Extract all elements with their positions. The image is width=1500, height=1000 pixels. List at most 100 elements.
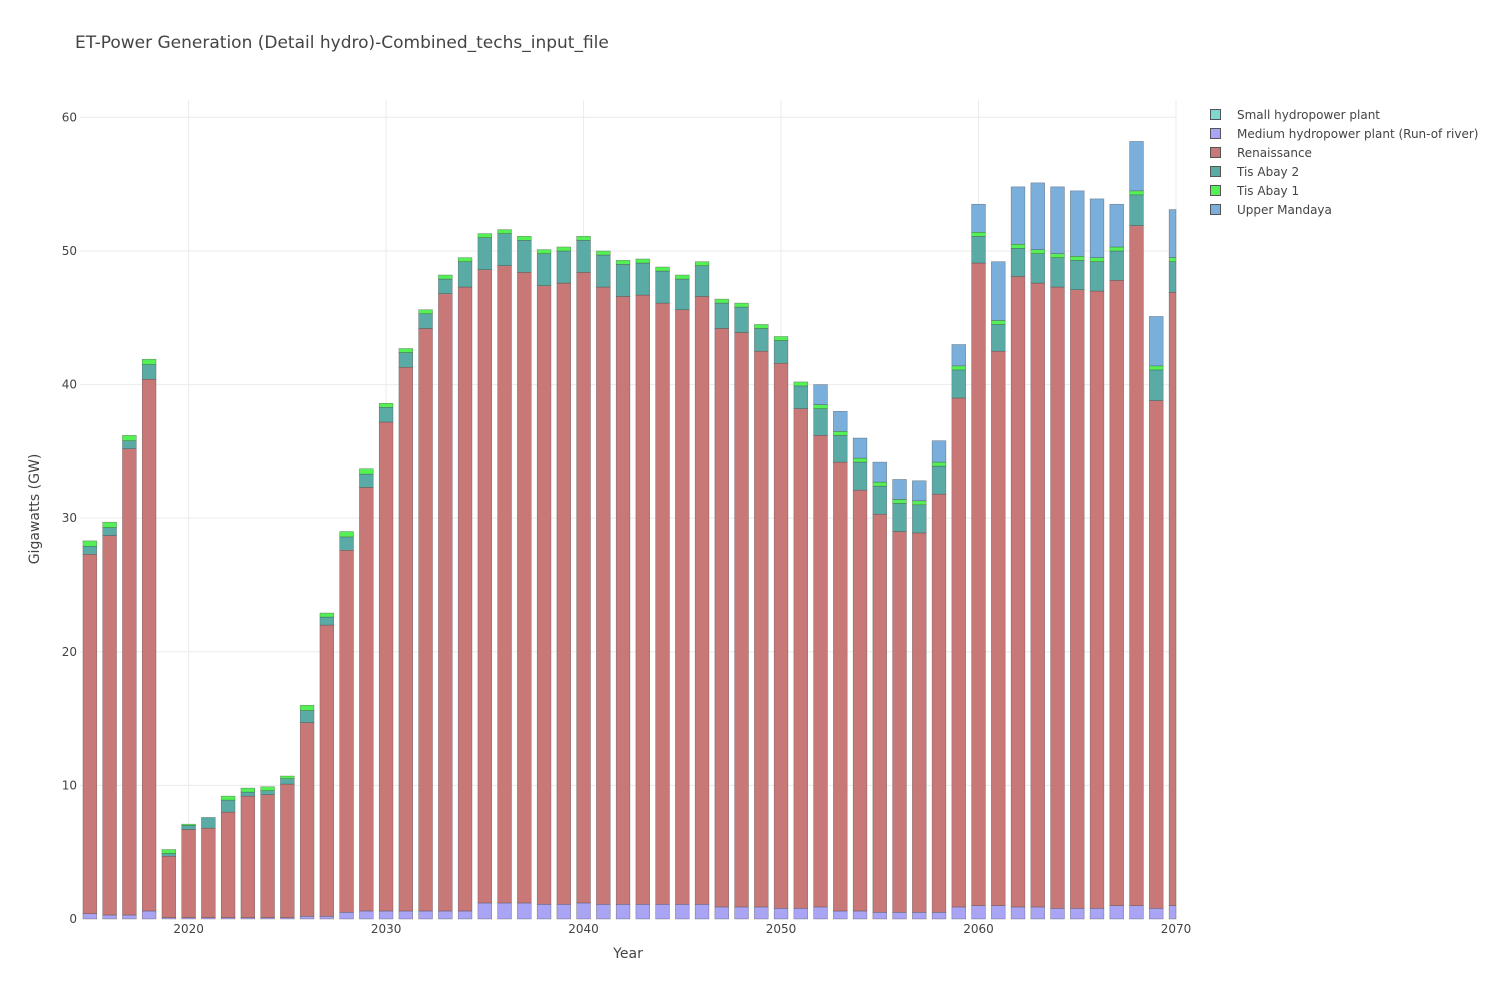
bar-segment (260, 786, 275, 791)
bar-segment (1168, 209, 1177, 258)
legend-item[interactable]: Renaissance (1210, 143, 1478, 162)
bar-segment (675, 278, 690, 311)
bar-segment (517, 272, 532, 904)
bar-segment (1030, 249, 1045, 254)
bar-segment (912, 504, 927, 534)
bar-segment (773, 362, 789, 909)
bar-segment (931, 440, 947, 463)
bar-segment (734, 306, 749, 333)
bar-segment (418, 313, 433, 329)
bar-segment (655, 266, 670, 272)
legend-item[interactable]: Upper Mandaya (1210, 200, 1478, 219)
legend-item[interactable]: Tis Abay 2 (1210, 162, 1478, 181)
legend-item[interactable]: Medium hydropower plant (Run-of river) (1210, 124, 1478, 143)
legend-swatch (1210, 147, 1221, 158)
bar-segment (852, 461, 868, 491)
bar-segment (517, 902, 532, 920)
bar-segment (339, 531, 354, 538)
bar-segment (497, 233, 512, 266)
bar-segment (694, 296, 710, 905)
legend-item[interactable]: Small hydropower plant (1210, 105, 1478, 124)
legend-item[interactable]: Tis Abay 1 (1210, 181, 1478, 200)
bar-segment (122, 435, 137, 441)
bar-segment (991, 350, 1006, 906)
y-tick-label: 0 (69, 912, 77, 926)
bar-segment (912, 500, 927, 506)
bar-segment (260, 790, 275, 795)
bar-segment (102, 521, 117, 528)
bar-segment (359, 468, 374, 475)
bar-segment (1030, 182, 1045, 250)
chart-title: ET-Power Generation (Detail hydro)-Combi… (75, 33, 609, 53)
legend-label: Small hydropower plant (1237, 107, 1380, 122)
bar-segment (833, 461, 848, 912)
bar-segment (635, 904, 650, 920)
bar-segment (457, 261, 473, 288)
bar-segment (655, 904, 670, 920)
bar-segment (339, 912, 354, 920)
bar-segment (457, 286, 473, 912)
bar-segment (714, 302, 729, 329)
bar-segment (1168, 905, 1177, 920)
bar-segment (991, 261, 1006, 321)
bar-segment (615, 264, 631, 297)
bar-segment (971, 203, 986, 233)
bar-segment (280, 783, 295, 918)
bar-segment (576, 272, 591, 904)
bar-segment (477, 237, 492, 270)
bar-segment (576, 236, 591, 241)
bar-segment (477, 233, 492, 238)
bar-segment (220, 811, 236, 918)
bar-segment (319, 624, 335, 917)
bar-segment (1050, 257, 1065, 288)
bar-segment (556, 250, 571, 284)
legend-label: Renaissance (1237, 145, 1312, 160)
bar-segment (872, 485, 887, 515)
bar-segment (971, 905, 986, 920)
legend-label: Upper Mandaya (1237, 202, 1332, 217)
y-tick-label: 60 (62, 110, 77, 124)
bar-segment (892, 531, 907, 913)
legend-swatch (1210, 204, 1221, 215)
bar-segment (1089, 257, 1105, 262)
bar-segment (872, 513, 887, 913)
bar-segment (675, 309, 690, 905)
bar-segment (951, 365, 966, 371)
bar-segment (991, 905, 1006, 920)
bar-segment (1010, 186, 1026, 245)
bar-segment (615, 904, 631, 920)
bar-segment (181, 829, 196, 918)
bar-segment (655, 270, 670, 304)
legend-swatch (1210, 109, 1221, 120)
bar-segment (773, 340, 789, 364)
bar-segment (477, 269, 492, 904)
bar-segment (181, 825, 196, 830)
legend: Small hydropower plant Medium hydropower… (1210, 105, 1478, 219)
bar-segment (438, 910, 453, 920)
bar-segment (536, 285, 552, 905)
bar-segment (220, 799, 236, 813)
bar-segment (773, 336, 789, 341)
y-tick-label: 40 (62, 378, 77, 392)
bar-segment (931, 493, 947, 913)
bar-segment (931, 461, 947, 467)
bar-segment (833, 910, 848, 920)
bar-segment (1129, 190, 1144, 196)
bar-segment (319, 616, 335, 626)
bar-segment (675, 904, 690, 920)
bar-segment (418, 328, 433, 912)
bar-segment (754, 906, 769, 920)
bar-segment (951, 397, 966, 908)
bar-segment (497, 265, 512, 904)
bar-segment (359, 487, 374, 912)
bar-segment (398, 348, 413, 353)
bar-segment (378, 910, 394, 920)
bar-segment (635, 294, 650, 905)
bar-segment (971, 262, 986, 906)
bar-segment (378, 421, 394, 912)
bar-segment (1050, 908, 1065, 920)
bar-segment (517, 240, 532, 273)
bar-segment (852, 489, 868, 912)
bar-segment (1129, 194, 1144, 226)
